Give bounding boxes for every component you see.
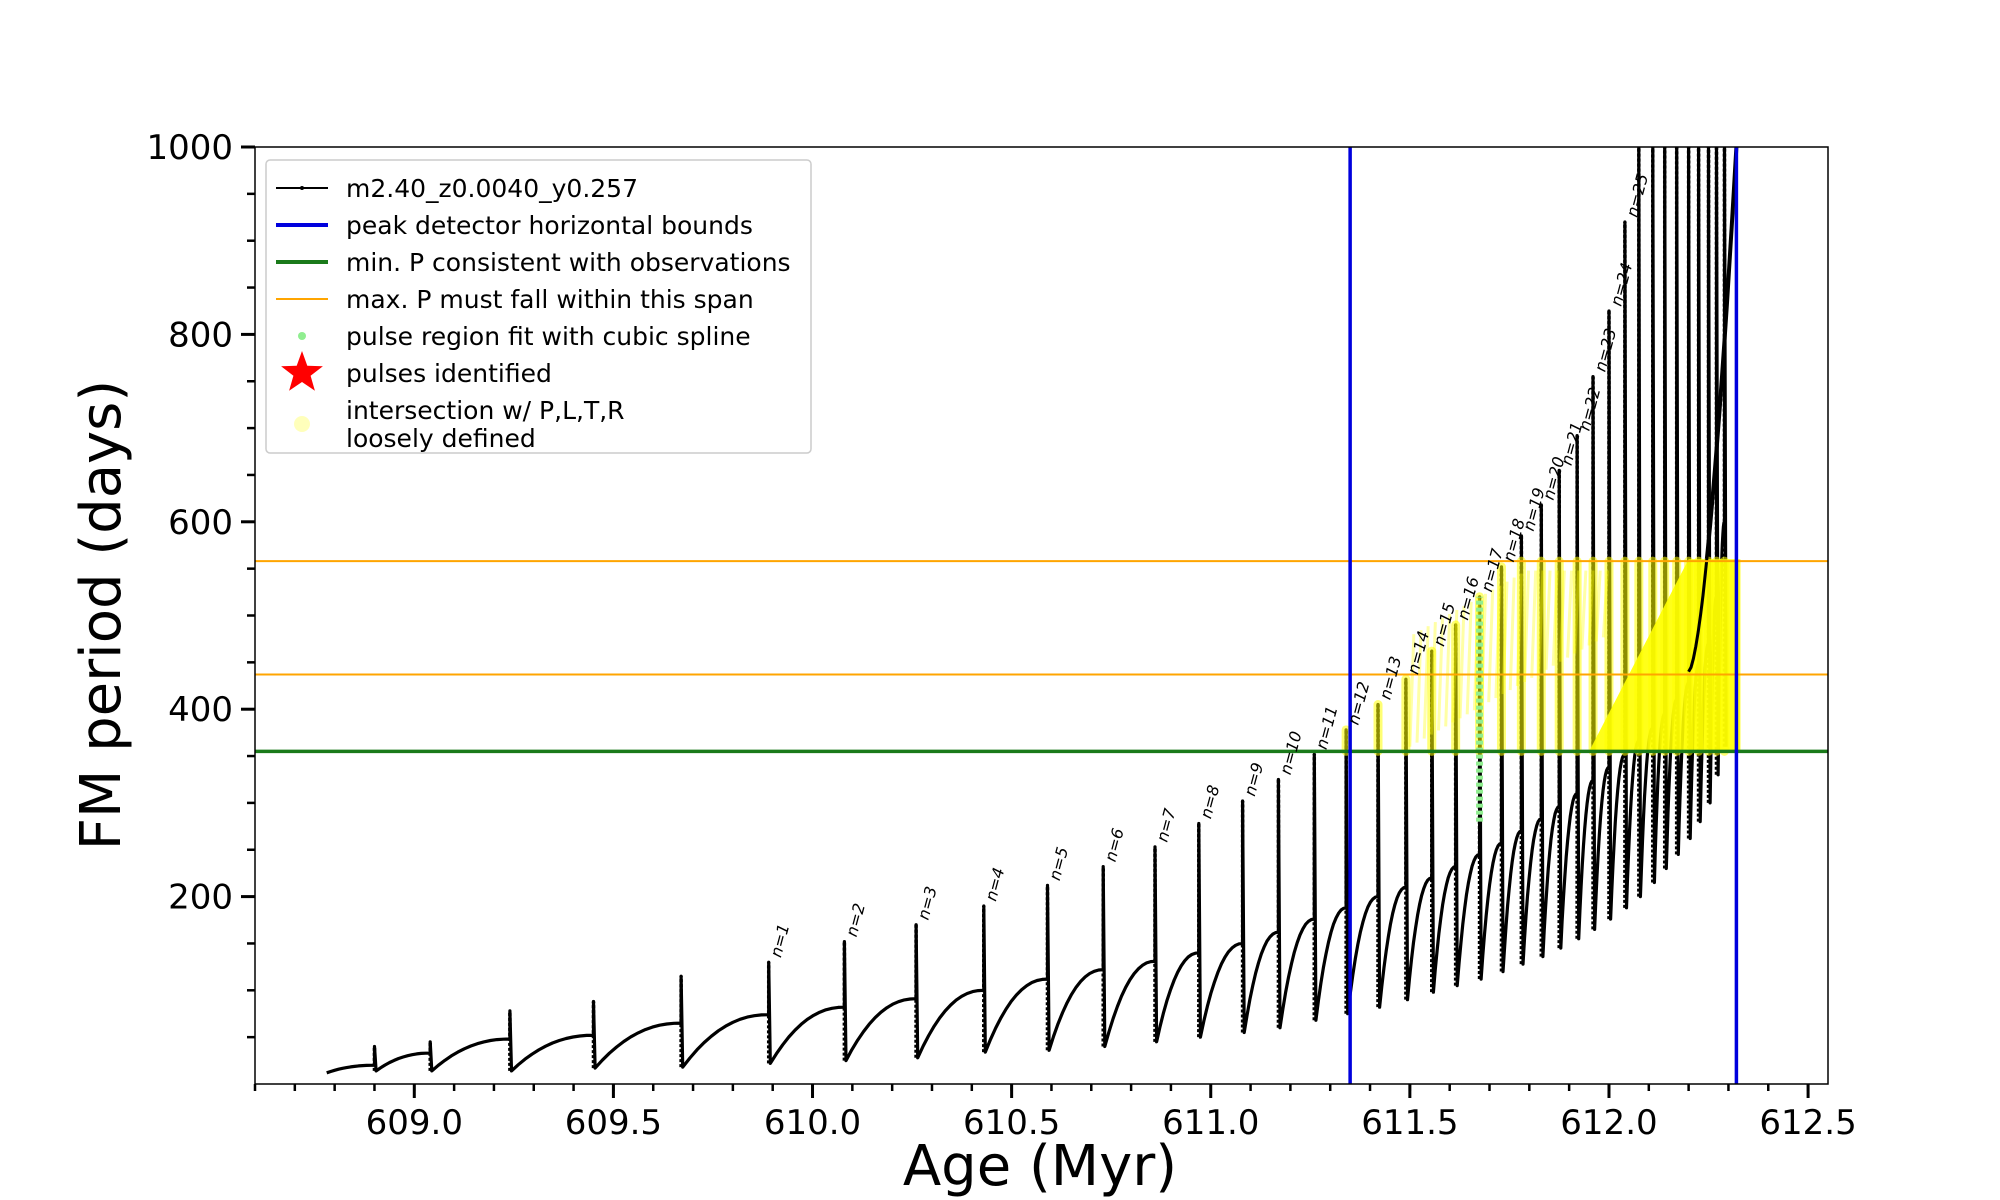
legend-label-line2: loosely defined <box>346 424 536 453</box>
x-axis-title: Age (Myr) <box>903 1134 1177 1199</box>
y-tick-label: 200 <box>168 878 233 918</box>
intersection-scatter <box>1458 605 1466 719</box>
overlay-layer <box>255 147 1828 1084</box>
x-tick-label: 611.5 <box>1361 1103 1458 1143</box>
intersection-scatter <box>1587 570 1595 646</box>
intersection-scatter <box>1558 570 1566 662</box>
legend-label: intersection w/ P,L,T,R <box>346 396 625 425</box>
legend-label: pulses identified <box>346 359 552 388</box>
y-axis-title: FM period (days) <box>69 380 134 850</box>
legend-label: min. P consistent with observations <box>346 248 791 277</box>
x-tick-label: 610.5 <box>963 1103 1060 1143</box>
intersection-scatter <box>1566 570 1574 658</box>
legend-swatch-star <box>281 351 323 391</box>
y-tick-label: 800 <box>168 315 233 355</box>
legend-frame <box>265 159 812 454</box>
intersection-scatter <box>1487 589 1495 703</box>
intersection-scatter <box>1573 570 1581 654</box>
x-axis: 609.0 609.5 610.0 610.5 611.0 611.5 612.0 612.5 <box>253 1084 1857 1143</box>
y-tick-label: 400 <box>168 690 233 730</box>
intersection-scatter <box>1523 570 1531 682</box>
intersection-scatter <box>1451 609 1459 723</box>
intersection-scatter <box>1594 570 1602 642</box>
legend-swatch-marker <box>300 186 304 190</box>
intersection-scatter <box>1530 570 1538 678</box>
legend-label: m2.40_z0.0040_y0.257 <box>346 174 638 203</box>
intersection-scatter <box>1515 573 1523 687</box>
x-tick-label: 611.0 <box>1162 1103 1259 1143</box>
intersection-scatter <box>1601 570 1609 638</box>
intersection-scatter <box>1465 601 1473 715</box>
intersection-scatter <box>1444 613 1452 727</box>
intersection-scatter <box>1544 570 1552 670</box>
x-tick-label: 609.0 <box>366 1103 463 1143</box>
x-tick-label: 612.0 <box>1560 1103 1657 1143</box>
legend-label: peak detector horizontal bounds <box>346 211 753 240</box>
x-tick-label: 610.0 <box>764 1103 861 1143</box>
intersection-scatter <box>1415 630 1423 743</box>
legend-swatch-circle <box>294 416 310 432</box>
intersection-scatter <box>1551 570 1559 666</box>
intersection-scatter <box>1508 577 1516 691</box>
y-axis: 200 400 600 800 1000 <box>146 128 255 1039</box>
intersection-scatter <box>1494 585 1502 699</box>
legend-swatch-dot <box>298 332 306 340</box>
y-tick-label: 1000 <box>146 128 233 168</box>
x-tick-label: 609.5 <box>565 1103 662 1143</box>
x-tick-label: 612.5 <box>1759 1103 1856 1143</box>
final-rise-overlay <box>1687 147 1738 673</box>
intersection-scatter <box>1580 570 1588 650</box>
intersection-scatter <box>1408 634 1416 747</box>
y-tick-label: 600 <box>168 503 233 543</box>
legend-label: max. P must fall within this span <box>346 285 754 314</box>
intersection-scatter <box>1422 626 1430 739</box>
intersection-scatter <box>1429 622 1437 735</box>
legend-label: pulse region fit with cubic spline <box>346 322 751 351</box>
intersection-scatter <box>1537 570 1545 674</box>
